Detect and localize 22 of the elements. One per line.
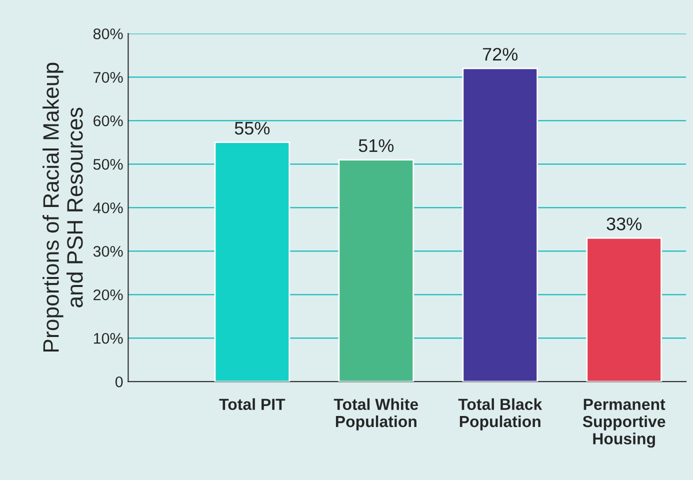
y-tick-label: 30% <box>93 246 123 257</box>
y-tick-label: 40% <box>93 202 123 214</box>
y-axis-title: Proportions of Racial Makeup and PSH Resources <box>42 62 83 352</box>
bar <box>338 159 414 382</box>
bar <box>586 237 662 382</box>
y-tick-label: 50% <box>93 158 123 170</box>
x-tick-label: Total White Population <box>334 398 418 430</box>
bar <box>214 142 290 382</box>
y-tick-label: 0 <box>115 376 123 388</box>
x-tick-label: Total Black Population <box>458 398 542 430</box>
data-label: 33% <box>606 218 642 230</box>
data-label: 55% <box>234 122 270 135</box>
data-label: 51% <box>358 139 394 152</box>
x-tick-label: Permanent Supportive Housing <box>582 398 666 448</box>
y-tick-label: 10% <box>94 332 123 344</box>
data-label: 72% <box>482 48 518 61</box>
y-tick-label: 80% <box>93 28 123 40</box>
y-tick-label: 70% <box>94 72 123 83</box>
y-tick-label: 20% <box>94 289 123 300</box>
x-tick-label: Total PIT <box>219 398 286 410</box>
y-tick-label: 60% <box>94 115 123 126</box>
bar <box>462 68 538 382</box>
